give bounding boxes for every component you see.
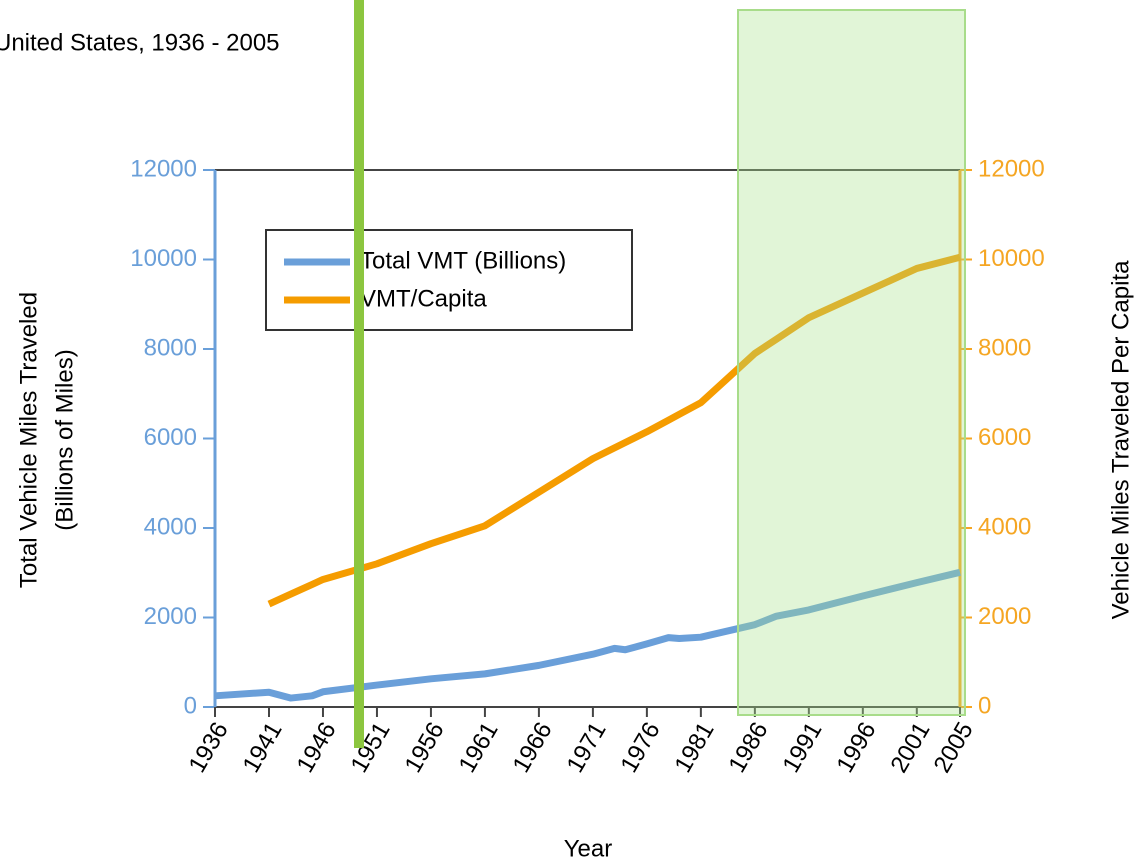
legend-box (265, 229, 633, 331)
selection-box (737, 9, 966, 716)
y-tick-label: 0 (184, 692, 197, 719)
y-tick-label: 6000 (144, 424, 197, 451)
y2-tick-label: 2000 (978, 603, 1031, 630)
y2-tick-label: 0 (978, 692, 991, 719)
y-tick-label: 8000 (144, 334, 197, 361)
y-axis-label: (Billions of Miles) (51, 349, 78, 530)
x-tick-label: 2005 (929, 718, 979, 778)
y-tick-label: 2000 (144, 603, 197, 630)
x-tick-label: 1996 (831, 718, 881, 778)
y2-tick-label: 6000 (978, 424, 1031, 451)
x-tick-label: 2001 (885, 718, 935, 778)
y2-axis-label: Vehicle Miles Traveled Per Capita (1107, 260, 1134, 619)
x-tick-label: 1951 (346, 718, 396, 778)
x-tick-label: 1946 (292, 718, 342, 778)
y2-tick-label: 8000 (978, 334, 1031, 361)
y-tick-label: 4000 (144, 513, 197, 540)
y-tick-label: 10000 (130, 245, 197, 272)
x-tick-label: 1961 (454, 718, 504, 778)
y-axis-label: Total Vehicle Miles Traveled (15, 292, 42, 588)
x-tick-label: 1981 (669, 718, 719, 778)
highlight-bar (354, 0, 364, 748)
series-line (214, 568, 961, 702)
x-axis-label: Year (564, 835, 613, 862)
x-tick-label: 1991 (777, 718, 827, 778)
x-tick-label: 1971 (562, 718, 612, 778)
legend-label: Total VMT (Billions) (360, 247, 566, 274)
x-tick-label: 1936 (184, 718, 234, 778)
x-tick-label: 1966 (508, 718, 558, 778)
x-tick-label: 1976 (615, 718, 665, 778)
y-tick-label: 12000 (130, 155, 197, 182)
x-tick-label: 1941 (238, 718, 288, 778)
series-line (267, 253, 961, 608)
legend-label: VMT/Capita (360, 285, 487, 312)
chart-title: United States, 1936 - 2005 (0, 29, 280, 56)
x-tick-label: 1956 (400, 718, 450, 778)
x-tick-label: 1986 (723, 718, 773, 778)
y2-tick-label: 4000 (978, 513, 1031, 540)
legend: Total VMT (Billions) VMT/Capita (284, 247, 566, 312)
y2-tick-label: 12000 (978, 155, 1045, 182)
y2-tick-label: 10000 (978, 245, 1045, 272)
y-axis-label-group: Total Vehicle Miles Traveled (Billions o… (15, 292, 78, 588)
